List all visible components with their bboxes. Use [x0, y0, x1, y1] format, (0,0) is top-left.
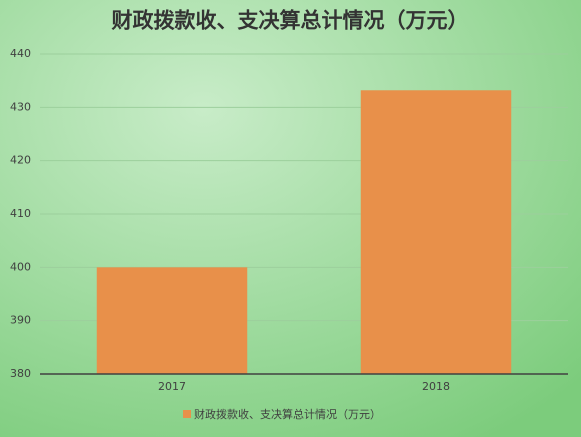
y-tick-label: 430: [10, 100, 31, 113]
legend-label: 财政拨款收、支决算总计情况（万元）: [194, 407, 381, 421]
bar: [96, 267, 248, 374]
y-tick-label: 420: [10, 154, 31, 167]
y-tick-label: 410: [10, 207, 31, 220]
y-tick-label: 440: [10, 47, 31, 60]
x-tick-label: 2017: [158, 380, 186, 393]
x-tick-label: 2018: [422, 380, 450, 393]
y-tick-label: 390: [10, 314, 31, 327]
y-tick-label: 400: [10, 260, 31, 273]
y-tick-label: 380: [10, 367, 31, 380]
chart-title: 财政拨款收、支决算总计情况（万元）: [112, 8, 469, 33]
bar: [360, 90, 512, 375]
legend-swatch: [183, 410, 191, 418]
